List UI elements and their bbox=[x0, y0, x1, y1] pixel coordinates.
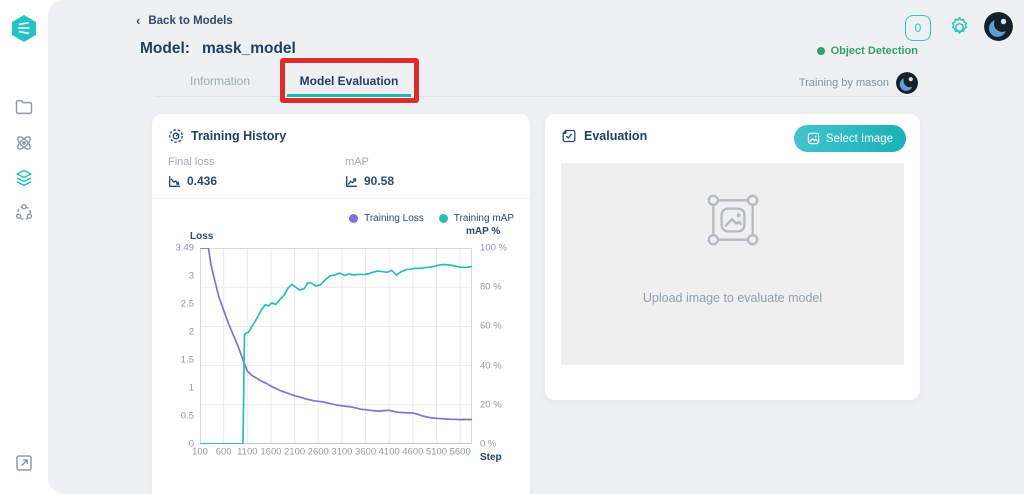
series-training-map bbox=[200, 263, 472, 444]
chart-plot-svg bbox=[200, 248, 472, 444]
y-axis-title-loss: Loss bbox=[190, 231, 214, 242]
y-axis-tick-left: 0.5 bbox=[180, 410, 194, 422]
back-to-models-link[interactable]: ‹ Back to Models bbox=[136, 13, 233, 28]
x-axis-tick: 1100 bbox=[237, 446, 258, 458]
y-axis-tick-left: 0 bbox=[188, 438, 194, 450]
tab-information-label: Information bbox=[189, 74, 251, 88]
user-avatar[interactable] bbox=[984, 12, 1013, 41]
x-axis-tick: 2600 bbox=[307, 446, 329, 458]
y-axis-tick-right: 0 % bbox=[480, 438, 497, 450]
card-divider bbox=[152, 198, 530, 199]
y-axis-tick-right: 40 % bbox=[480, 360, 502, 372]
y-axis-tick-right: 100 % bbox=[480, 242, 507, 254]
map-value: 90.58 bbox=[345, 174, 394, 188]
history-gauge-icon bbox=[169, 129, 183, 143]
y-axis-tick-right: 20 % bbox=[480, 399, 502, 411]
deployments-icon[interactable] bbox=[14, 203, 34, 223]
model-title-label: Model: bbox=[140, 40, 190, 57]
x-axis-tick: 2100 bbox=[284, 446, 306, 458]
chevron-left-icon: ‹ bbox=[136, 13, 141, 28]
x-axis-tick: 3600 bbox=[354, 446, 377, 458]
legend-label: Training Loss bbox=[364, 213, 424, 224]
x-axis-tick: 600 bbox=[215, 446, 232, 458]
evaluation-title: Evaluation bbox=[584, 129, 648, 143]
tab-information[interactable]: Information bbox=[155, 74, 285, 97]
training-history-title: Training History bbox=[191, 129, 287, 143]
select-image-label: Select Image bbox=[825, 132, 893, 145]
final-loss-number: 0.436 bbox=[187, 174, 218, 188]
y-axis-tick-left: 2 bbox=[188, 326, 194, 338]
evaluation-header: Evaluation bbox=[561, 128, 647, 144]
y-axis-tick-right: 80 % bbox=[480, 281, 502, 293]
x-axis-tick: 100 bbox=[192, 446, 208, 458]
final-loss-label: Final loss bbox=[168, 156, 215, 168]
status-dot-icon bbox=[816, 47, 825, 55]
legend-item-training-map[interactable]: Training mAP bbox=[438, 213, 514, 224]
training-history-header: Training History bbox=[168, 128, 286, 144]
chart-up-icon bbox=[346, 175, 358, 187]
x-axis-tick: 3100 bbox=[331, 446, 353, 458]
x-axis-tick: 5100 bbox=[425, 446, 448, 458]
main-content: ‹ Back to Models Model: mask_model 0 Obje… bbox=[48, 0, 1024, 494]
page-title: Model: mask_model bbox=[140, 40, 296, 58]
map-label: mAP bbox=[345, 156, 369, 168]
select-image-button[interactable]: Select Image bbox=[793, 125, 906, 152]
legend-label: Training mAP bbox=[453, 213, 514, 224]
training-by: Training by mason bbox=[799, 72, 918, 94]
x-axis-tick: 4600 bbox=[402, 446, 424, 458]
legend-dot bbox=[438, 214, 448, 223]
series-training-loss bbox=[200, 248, 472, 421]
x-axis-tick: 1600 bbox=[260, 446, 282, 458]
open-external-icon[interactable] bbox=[14, 453, 34, 473]
upload-hint-text: Upload image to evaluate model bbox=[642, 291, 823, 305]
x-axis-tick: 5600 bbox=[449, 446, 471, 458]
model-name: mask_model bbox=[201, 40, 296, 57]
model-type-badge: Object Detection bbox=[816, 45, 918, 57]
x-axis-title-step: Step bbox=[480, 452, 502, 463]
tab-model-evaluation[interactable]: Model Evaluation bbox=[285, 74, 413, 97]
x-axis-tick: 4100 bbox=[378, 446, 400, 458]
map-number: 90.58 bbox=[364, 174, 395, 188]
y-axis-tick-left: 1 bbox=[188, 382, 194, 394]
app-logo-icon[interactable] bbox=[9, 13, 39, 43]
settings-gear-icon[interactable] bbox=[947, 15, 972, 40]
y-axis-tick-right: 60 % bbox=[480, 320, 502, 332]
models-icon[interactable] bbox=[14, 168, 34, 188]
evaluation-card: Evaluation Select Image bbox=[545, 114, 920, 400]
legend-dot bbox=[349, 214, 359, 223]
y-axis-title-map: mAP % bbox=[466, 226, 501, 237]
tab-model-evaluation-label: Model Evaluation bbox=[299, 74, 399, 88]
upload-dropzone[interactable]: Upload image to evaluate model bbox=[561, 163, 904, 365]
datasets-icon[interactable] bbox=[14, 133, 34, 153]
chart-legend: Training Loss Training mAP bbox=[349, 213, 514, 224]
upload-image-placeholder-icon bbox=[707, 194, 758, 246]
final-loss-value: 0.436 bbox=[168, 174, 217, 188]
training-by-label: Training by mason bbox=[798, 77, 889, 89]
trainer-avatar[interactable] bbox=[896, 72, 918, 94]
active-tab-underline bbox=[287, 94, 411, 97]
notification-badge[interactable]: 0 bbox=[905, 15, 931, 41]
tab-divider bbox=[155, 96, 920, 97]
notification-count: 0 bbox=[914, 21, 922, 35]
back-label: Back to Models bbox=[148, 14, 233, 27]
y-axis-tick-left: 1.5 bbox=[180, 354, 194, 366]
image-icon bbox=[807, 132, 820, 145]
legend-item-training-loss[interactable]: Training Loss bbox=[349, 213, 424, 224]
chart-down-icon bbox=[169, 175, 181, 187]
folder-icon[interactable] bbox=[14, 97, 34, 117]
model-type-label: Object Detection bbox=[830, 45, 918, 57]
evaluation-badge-icon bbox=[562, 129, 576, 143]
sidebar bbox=[0, 0, 48, 494]
y-axis-tick-left: 2.5 bbox=[180, 298, 194, 310]
y-axis-tick-left: 3.49 bbox=[175, 242, 195, 254]
y-axis-tick-left: 3 bbox=[188, 270, 194, 282]
training-history-card: Training History Final loss mAP 0.436 90 bbox=[152, 114, 530, 494]
